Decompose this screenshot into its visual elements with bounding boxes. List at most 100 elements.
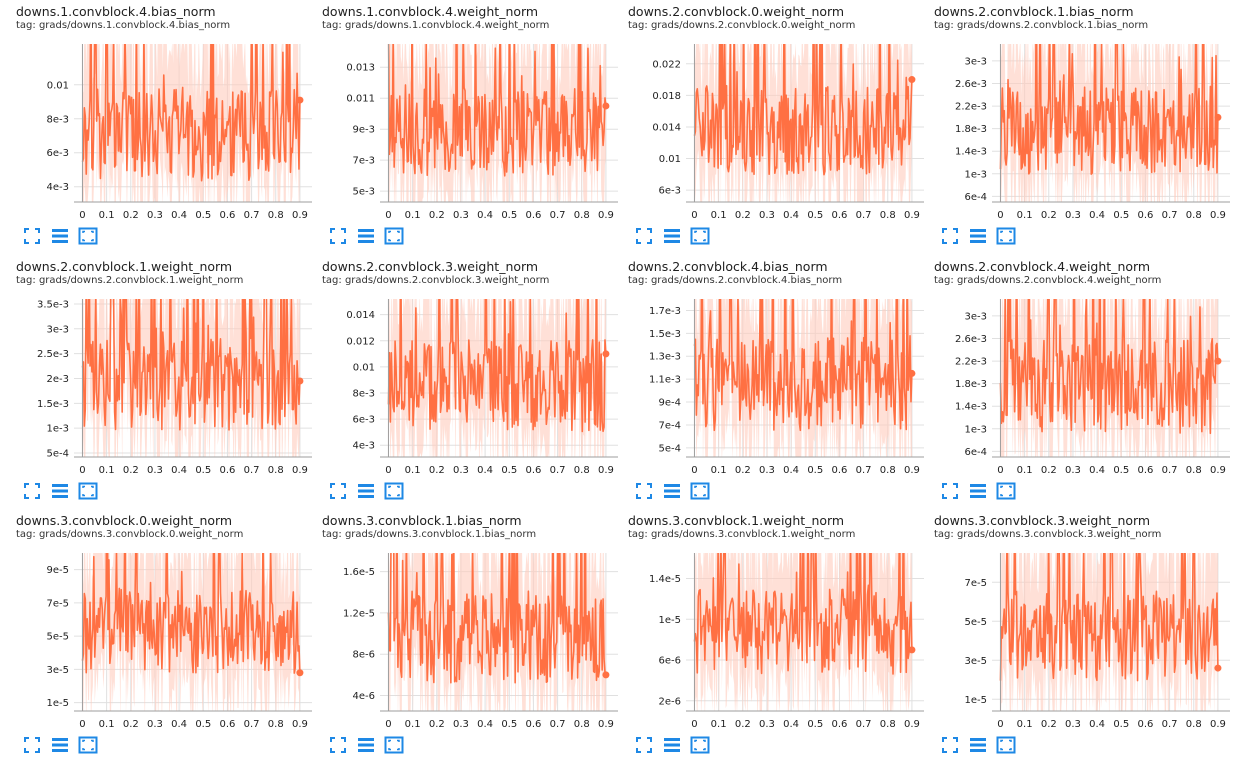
lines-icon[interactable] [662, 481, 682, 501]
x-tick-label: 0.2 [123, 719, 139, 730]
fit-domain-icon[interactable] [690, 226, 710, 246]
x-tick-label: 0.7 [856, 465, 872, 476]
fit-domain-icon[interactable] [690, 481, 710, 501]
series-line [81, 44, 301, 182]
fullscreen-icon[interactable] [22, 735, 42, 755]
line-chart[interactable]: 5e-4 1e-3 1.5e-3 2e-3 2.5e-3 3e-3 3.5e-3 0 0.1 0.… [14, 291, 320, 481]
x-tick-label: 0.5 [501, 465, 517, 476]
x-tick-label: 0.7 [856, 210, 872, 221]
y-tick-label: 2.5e-3 [37, 349, 69, 360]
fit-domain-icon[interactable] [690, 735, 710, 755]
x-tick-label: 0.5 [1113, 719, 1129, 730]
lines-icon[interactable] [662, 735, 682, 755]
fit-domain-icon[interactable] [78, 735, 98, 755]
last-point-marker [908, 646, 916, 654]
fullscreen-icon[interactable] [634, 226, 654, 246]
line-chart[interactable]: 4e-6 8e-6 1.2e-5 1.6e-5 0 0.1 0.2 0.3 0.4 0.5 0.6 0… [320, 545, 626, 735]
fullscreen-icon[interactable] [940, 226, 960, 246]
x-tick-label: 0.1 [405, 465, 421, 476]
y-tick-label: 0.011 [346, 94, 375, 105]
y-tick-label: 8e-6 [353, 650, 376, 661]
chart-title: downs.3.convblock.1.weight_norm [628, 513, 845, 528]
fit-domain-icon[interactable] [996, 481, 1016, 501]
line-chart[interactable]: 6e-4 1e-3 1.4e-3 1.8e-3 2.2e-3 2.6e-3 3e-3 0 0.1… [932, 36, 1238, 226]
x-tick-label: 0.2 [735, 719, 751, 730]
x-tick-label: 0.3 [147, 210, 163, 221]
lines-icon[interactable] [50, 226, 70, 246]
y-tick-label: 1.4e-3 [955, 147, 987, 158]
x-tick-label: 0.1 [1017, 210, 1033, 221]
y-tick-label: 3e-5 [47, 665, 70, 676]
line-chart[interactable]: 1e-5 3e-5 5e-5 7e-5 0 0.1 0.2 0.3 0.4 0.5 0.6 0.7 0.… [932, 545, 1238, 735]
y-tick-label: 3e-3 [47, 324, 70, 335]
line-chart[interactable]: 4e-3 6e-3 8e-3 0.01 0.012 0.014 0 0.1 0.2 0.3 0.4 0… [320, 291, 626, 481]
line-chart[interactable]: 4e-3 6e-3 8e-3 0.01 0 0.1 0.2 0.3 0.4 0.5 0.6 0.7 0.… [14, 36, 320, 226]
lines-icon[interactable] [50, 735, 70, 755]
x-tick-label: 0 [691, 465, 697, 476]
fullscreen-icon[interactable] [22, 481, 42, 501]
fullscreen-icon[interactable] [940, 735, 960, 755]
fit-domain-icon[interactable] [996, 735, 1016, 755]
fullscreen-icon[interactable] [328, 226, 348, 246]
fullscreen-icon[interactable] [634, 735, 654, 755]
fit-domain-icon[interactable] [996, 226, 1016, 246]
x-tick-label: 0.4 [477, 465, 493, 476]
line-chart[interactable]: 5e-3 7e-3 9e-3 0.011 0.013 0 0.1 0.2 0.3 0.4 0.5 0.… [320, 36, 626, 226]
series-line [81, 553, 301, 674]
chart-tag: tag: grads/downs.3.convblock.1.weight_no… [628, 529, 856, 540]
chart-title: downs.3.convblock.1.bias_norm [322, 513, 522, 528]
fullscreen-icon[interactable] [634, 481, 654, 501]
lines-icon[interactable] [356, 226, 376, 246]
line-chart[interactable]: 5e-4 7e-4 9e-4 1.1e-3 1.3e-3 1.5e-3 1.7e-3 0 0.1… [626, 291, 932, 481]
fit-domain-icon[interactable] [78, 481, 98, 501]
line-chart[interactable]: 1e-5 3e-5 5e-5 7e-5 9e-5 0 0.1 0.2 0.3 0.4 0.5 0.6 0… [14, 545, 320, 735]
y-tick-label: 0.018 [652, 91, 681, 102]
y-tick-label: 0.022 [652, 59, 681, 70]
fullscreen-icon[interactable] [940, 481, 960, 501]
y-tick-label: 1e-3 [965, 169, 988, 180]
series-line [693, 299, 913, 432]
x-tick-label: 0.4 [1089, 719, 1105, 730]
y-tick-label: 1.2e-5 [343, 608, 375, 619]
y-tick-label: 2e-6 [659, 696, 682, 707]
x-tick-label: 0.8 [574, 210, 590, 221]
lines-icon[interactable] [968, 226, 988, 246]
x-tick-label: 0.3 [147, 465, 163, 476]
fit-domain-icon[interactable] [384, 481, 404, 501]
x-tick-label: 0.3 [759, 719, 775, 730]
y-tick-label: 4e-3 [353, 441, 376, 452]
fit-domain-icon[interactable] [384, 735, 404, 755]
x-tick-label: 0 [997, 210, 1003, 221]
line-chart[interactable]: 6e-3 0.01 0.014 0.018 0.022 0 0.1 0.2 0.3 0.4 0.5 0… [626, 36, 932, 226]
chart-title: downs.2.convblock.3.weight_norm [322, 259, 539, 274]
fullscreen-icon[interactable] [328, 735, 348, 755]
x-tick-label: 0.5 [501, 719, 517, 730]
x-tick-label: 0.5 [195, 465, 211, 476]
lines-icon[interactable] [356, 481, 376, 501]
lines-icon[interactable] [50, 481, 70, 501]
lines-icon[interactable] [968, 735, 988, 755]
y-tick-label: 4e-6 [353, 691, 376, 702]
lines-icon[interactable] [968, 481, 988, 501]
y-tick-label: 0.01 [47, 80, 69, 91]
x-tick-label: 0.2 [429, 719, 445, 730]
chart-card: downs.3.convblock.1.bias_norm tag: grads/… [320, 509, 626, 763]
x-tick-label: 0.4 [477, 719, 493, 730]
x-tick-label: 0.7 [1162, 465, 1178, 476]
y-tick-label: 9e-4 [659, 398, 682, 409]
fullscreen-icon[interactable] [22, 226, 42, 246]
fit-domain-icon[interactable] [384, 226, 404, 246]
line-chart[interactable]: 2e-6 6e-6 1e-5 1.4e-5 0 0.1 0.2 0.3 0.4 0.5 0.6 0.7… [626, 545, 932, 735]
x-tick-label: 0.5 [807, 719, 823, 730]
fullscreen-icon[interactable] [328, 481, 348, 501]
x-tick-label: 0.7 [550, 210, 566, 221]
x-tick-label: 0.6 [525, 465, 541, 476]
line-chart[interactable]: 6e-4 1e-3 1.4e-3 1.8e-3 2.2e-3 2.6e-3 3e-3 0 0.1… [932, 291, 1238, 481]
chart-tag: tag: grads/downs.3.convblock.0.weight_no… [16, 529, 244, 540]
fit-domain-icon[interactable] [78, 226, 98, 246]
series-line [693, 553, 913, 675]
x-tick-label: 0.3 [759, 210, 775, 221]
lines-icon[interactable] [662, 226, 682, 246]
lines-icon[interactable] [356, 735, 376, 755]
y-tick-label: 1.5e-3 [649, 329, 681, 340]
